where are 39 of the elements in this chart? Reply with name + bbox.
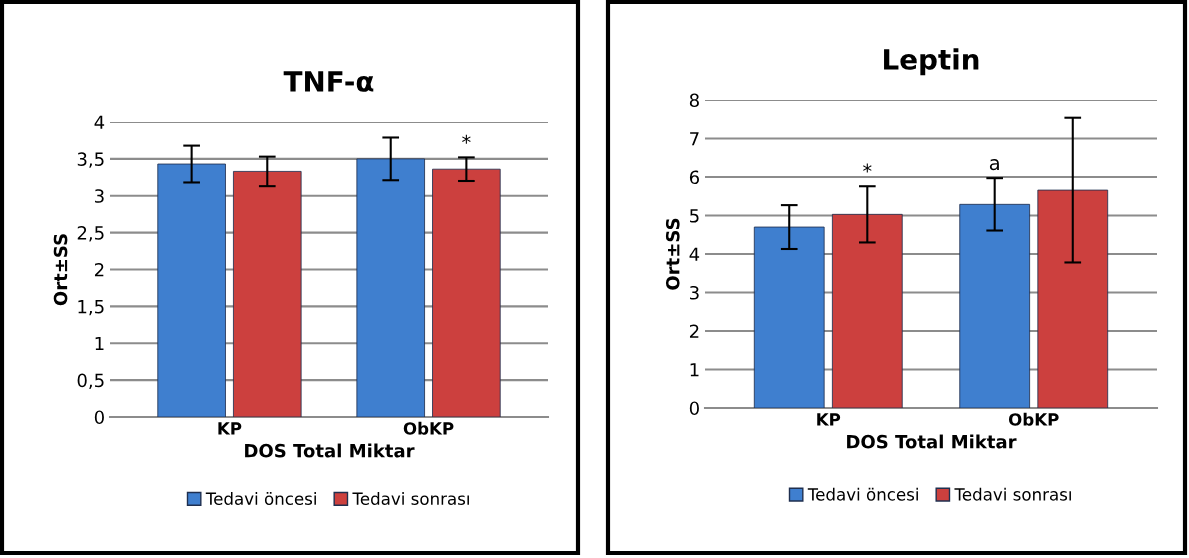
y-tick-label: 3 [690, 285, 699, 300]
y-axis-title: Ort±SS [53, 234, 68, 306]
x-axis-title: DOS Total Miktar [847, 434, 1017, 449]
y-tick-label: 0 [689, 401, 699, 416]
chart-title: Leptin [884, 48, 979, 76]
y-tick-label: 2,5 [77, 226, 104, 242]
bar [831, 213, 903, 408]
legend-label: Tedavi sonrası [352, 492, 469, 505]
y-axis-title: Ort±SS [665, 218, 680, 290]
chart-title: TNF-α [283, 71, 374, 92]
y-tick-label: 5 [690, 209, 699, 223]
y-tick-label: 7 [690, 132, 699, 146]
y-tick-label: 1,5 [78, 300, 104, 316]
annotation: a [989, 159, 999, 171]
y-tick-label: 2 [94, 262, 104, 277]
bar [753, 226, 825, 408]
bar [959, 203, 1031, 408]
y-tick-label: 3,5 [77, 152, 104, 168]
annotation: * [462, 134, 471, 144]
y-tick-label: 1 [95, 336, 104, 351]
y-tick-label: 1 [690, 363, 699, 377]
y-tick-label: 0,5 [77, 373, 104, 390]
y-tick-label: 6 [689, 170, 699, 185]
y-tick-label: 8 [689, 93, 699, 108]
x-axis-title: DOS Total Miktar [245, 443, 415, 458]
y-tick-label: 2 [689, 324, 699, 338]
x-tick-label: ObKP [1008, 412, 1059, 426]
x-tick-label: KP [218, 422, 242, 435]
y-tick-label: 3 [95, 189, 104, 203]
y-tick-label: 0 [94, 410, 104, 425]
y-tick-label: 4 [94, 115, 105, 129]
legend-label: Tedavi öncesi [807, 487, 918, 501]
y-tick-label: 4 [689, 247, 700, 261]
x-tick-label: ObKP [403, 421, 454, 435]
bar [1037, 189, 1109, 408]
annotation: * [863, 163, 872, 173]
legend-label: Tedavi öncesi [205, 492, 316, 505]
legend-label: Tedavi sonrası [954, 487, 1071, 501]
x-tick-label: KP [817, 413, 841, 426]
